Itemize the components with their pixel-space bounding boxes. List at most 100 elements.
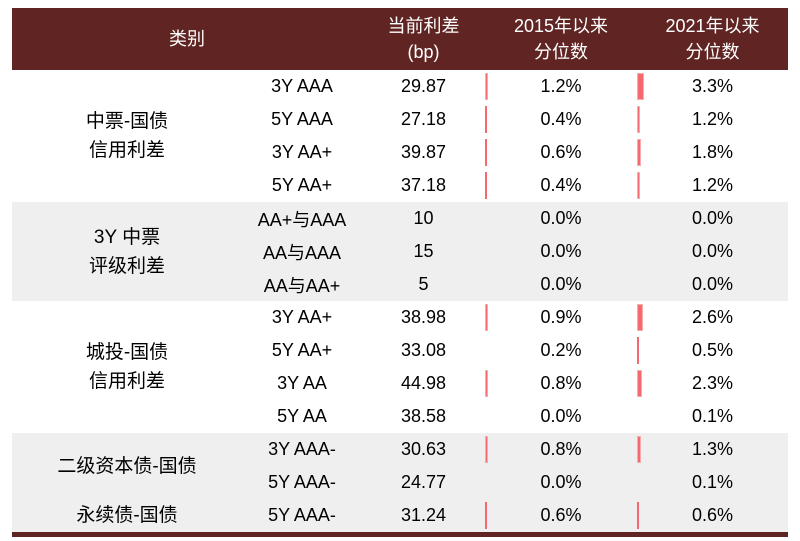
- current-spread-cell: 39.87: [400, 142, 447, 162]
- percentile-value: 0.0%: [540, 241, 582, 261]
- table-row: 3Y 中票 评级利差 AA+与AAA 10 0.0% 0.0%: [12, 202, 788, 301]
- table-row: 城投-国债 信用利差 3Y AA+ 38.98 0.9% 2.6%: [12, 301, 788, 392]
- percentile-2015-cell: 0.0%: [485, 400, 637, 433]
- rating-cell: 5Y AAA: [271, 109, 333, 129]
- rating-cell: 3Y AA+: [271, 142, 333, 162]
- percentile-data-bar: [637, 304, 643, 331]
- table-row: 5Y AA+ 37.18 0.4% 1.2%: [12, 169, 788, 202]
- percentile-2021-cell: 1.2%: [637, 169, 788, 202]
- table-row: 5Y AAA 27.18 0.4% 1.2%: [12, 103, 788, 136]
- rating-cell: 5Y AA: [277, 406, 327, 426]
- current-spread-cell: 27.18: [400, 109, 447, 129]
- category-label-line: 二级资本债-国债: [57, 455, 197, 477]
- percentile-value: 0.6%: [540, 505, 582, 525]
- percentile-2021-cell: 0.1%: [637, 466, 788, 499]
- percentile-2015-cell: 0.6%: [485, 499, 637, 532]
- percentile-value: 1.2%: [540, 76, 582, 96]
- header-current-spread-line2: (bp): [407, 42, 440, 62]
- table-row: 5Y AA 38.58 0.0% 0.1%: [12, 400, 788, 433]
- percentile-data-bar: [637, 139, 641, 166]
- table-row: 二级资本债-国债 3Y AAA- 30.63 0.8% 1.3%: [12, 433, 788, 499]
- spread-table: 类别 当前利差 (bp) 2015年以来 分位数 2021年以来 分位数: [12, 8, 788, 532]
- percentile-value: 0.0%: [540, 406, 582, 426]
- percentile-data-bar: [485, 106, 487, 133]
- table-header: 类别 当前利差 (bp) 2015年以来 分位数 2021年以来 分位数: [12, 8, 788, 70]
- category-label-line: 永续债-国债: [76, 505, 178, 526]
- percentile-value: 0.1%: [691, 472, 734, 492]
- percentile-2015-cell: 0.8%: [485, 433, 637, 466]
- percentile-value: 0.2%: [540, 340, 582, 360]
- rating-cell: 5Y AAA-: [242, 499, 362, 532]
- percentile-2021-cell: 0.0%: [637, 202, 788, 235]
- percentile-2021-cell: 0.0%: [637, 268, 788, 301]
- rating-cell: 3Y AA: [277, 373, 327, 393]
- header-percentile-2015: 2015年以来 分位数: [485, 8, 637, 70]
- table-row: 3Y AA+ 39.87 0.6% 1.8%: [12, 136, 788, 169]
- percentile-2015-cell: 0.0%: [485, 268, 637, 301]
- table-bottom-border: [12, 532, 788, 537]
- header-current-spread: 当前利差 (bp): [362, 8, 485, 70]
- current-spread-cell: 37.18: [400, 175, 447, 195]
- percentile-data-bar: [637, 436, 641, 463]
- percentile-value: 0.0%: [691, 208, 734, 228]
- current-spread-cell: 30.63: [362, 433, 485, 466]
- percentile-data-bar: [637, 502, 639, 529]
- header-percentile-2021-line2: 分位数: [685, 42, 740, 62]
- percentile-value: 1.3%: [691, 439, 734, 459]
- percentile-value: 1.2%: [691, 109, 734, 129]
- current-spread-cell: 29.87: [400, 76, 447, 96]
- table-row: AA与AA+ 5 0.0% 0.0%: [12, 268, 788, 301]
- current-spread-cell: 38.58: [400, 406, 447, 426]
- percentile-data-bar: [485, 304, 488, 331]
- category-cell: 二级资本债-国债: [12, 433, 242, 499]
- rating-cell: 3Y AAA-: [242, 433, 362, 466]
- percentile-value: 0.4%: [540, 175, 582, 195]
- current-spread-cell: 10: [362, 202, 485, 235]
- percentile-value: 0.4%: [540, 109, 582, 129]
- rating-cell: AA与AAA: [242, 235, 362, 268]
- current-spread-cell: 44.98: [400, 373, 447, 393]
- percentile-2021-cell: 1.2%: [637, 103, 788, 136]
- percentile-2021-cell: 0.6%: [637, 499, 788, 532]
- percentile-value: 0.6%: [540, 142, 582, 162]
- category-label-line: 评级利差: [88, 255, 165, 277]
- rating-cell: 5Y AA+: [271, 175, 333, 195]
- rating-cell: AA+与AAA: [242, 202, 362, 235]
- percentile-2021-cell: 2.6%: [637, 301, 788, 334]
- percentile-value: 0.1%: [691, 406, 734, 426]
- percentile-data-bar: [485, 139, 487, 166]
- percentile-value: 0.0%: [691, 274, 734, 294]
- percentile-value: 0.0%: [540, 208, 582, 228]
- percentile-2015-cell: 0.4%: [485, 169, 637, 202]
- percentile-data-bar: [485, 436, 488, 463]
- category-cell: 3Y 中票 评级利差: [12, 202, 242, 301]
- percentile-value: 0.8%: [540, 373, 582, 393]
- percentile-2015-cell: 0.8%: [485, 367, 637, 400]
- percentile-data-bar: [637, 73, 644, 100]
- current-spread-cell: 15: [362, 235, 485, 268]
- percentile-data-bar: [637, 337, 639, 364]
- table-wrap: 类别 当前利差 (bp) 2015年以来 分位数 2021年以来 分位数: [12, 8, 788, 537]
- current-spread-cell: 5: [362, 268, 485, 301]
- percentile-2021-cell: 1.3%: [637, 433, 788, 466]
- percentile-data-bar: [637, 106, 640, 133]
- header-percentile-2021: 2021年以来 分位数: [637, 8, 788, 70]
- percentile-2021-cell: 0.0%: [637, 235, 788, 268]
- table-row: AA与AAA 15 0.0% 0.0%: [12, 235, 788, 268]
- percentile-2015-cell: 0.9%: [485, 301, 637, 334]
- rating-cell: 5Y AAA-: [242, 466, 362, 499]
- current-spread-cell: 31.24: [362, 499, 485, 532]
- table-row: 5Y AAA- 24.77 0.0% 0.1%: [12, 466, 788, 499]
- category-cell: 永续债-国债: [12, 499, 242, 532]
- percentile-2021-cell: 2.3%: [637, 367, 788, 400]
- percentile-data-bar: [485, 370, 488, 397]
- header-category-label: 类别: [169, 29, 205, 49]
- current-spread-cell: 24.77: [362, 466, 485, 499]
- percentile-2015-cell: 0.0%: [485, 202, 637, 235]
- percentile-value: 0.0%: [540, 274, 582, 294]
- percentile-2021-cell: 0.1%: [637, 400, 788, 433]
- percentile-2015-cell: 0.4%: [485, 103, 637, 136]
- percentile-2015-cell: 0.0%: [485, 466, 637, 499]
- header-percentile-2021-line1: 2021年以来: [665, 16, 760, 36]
